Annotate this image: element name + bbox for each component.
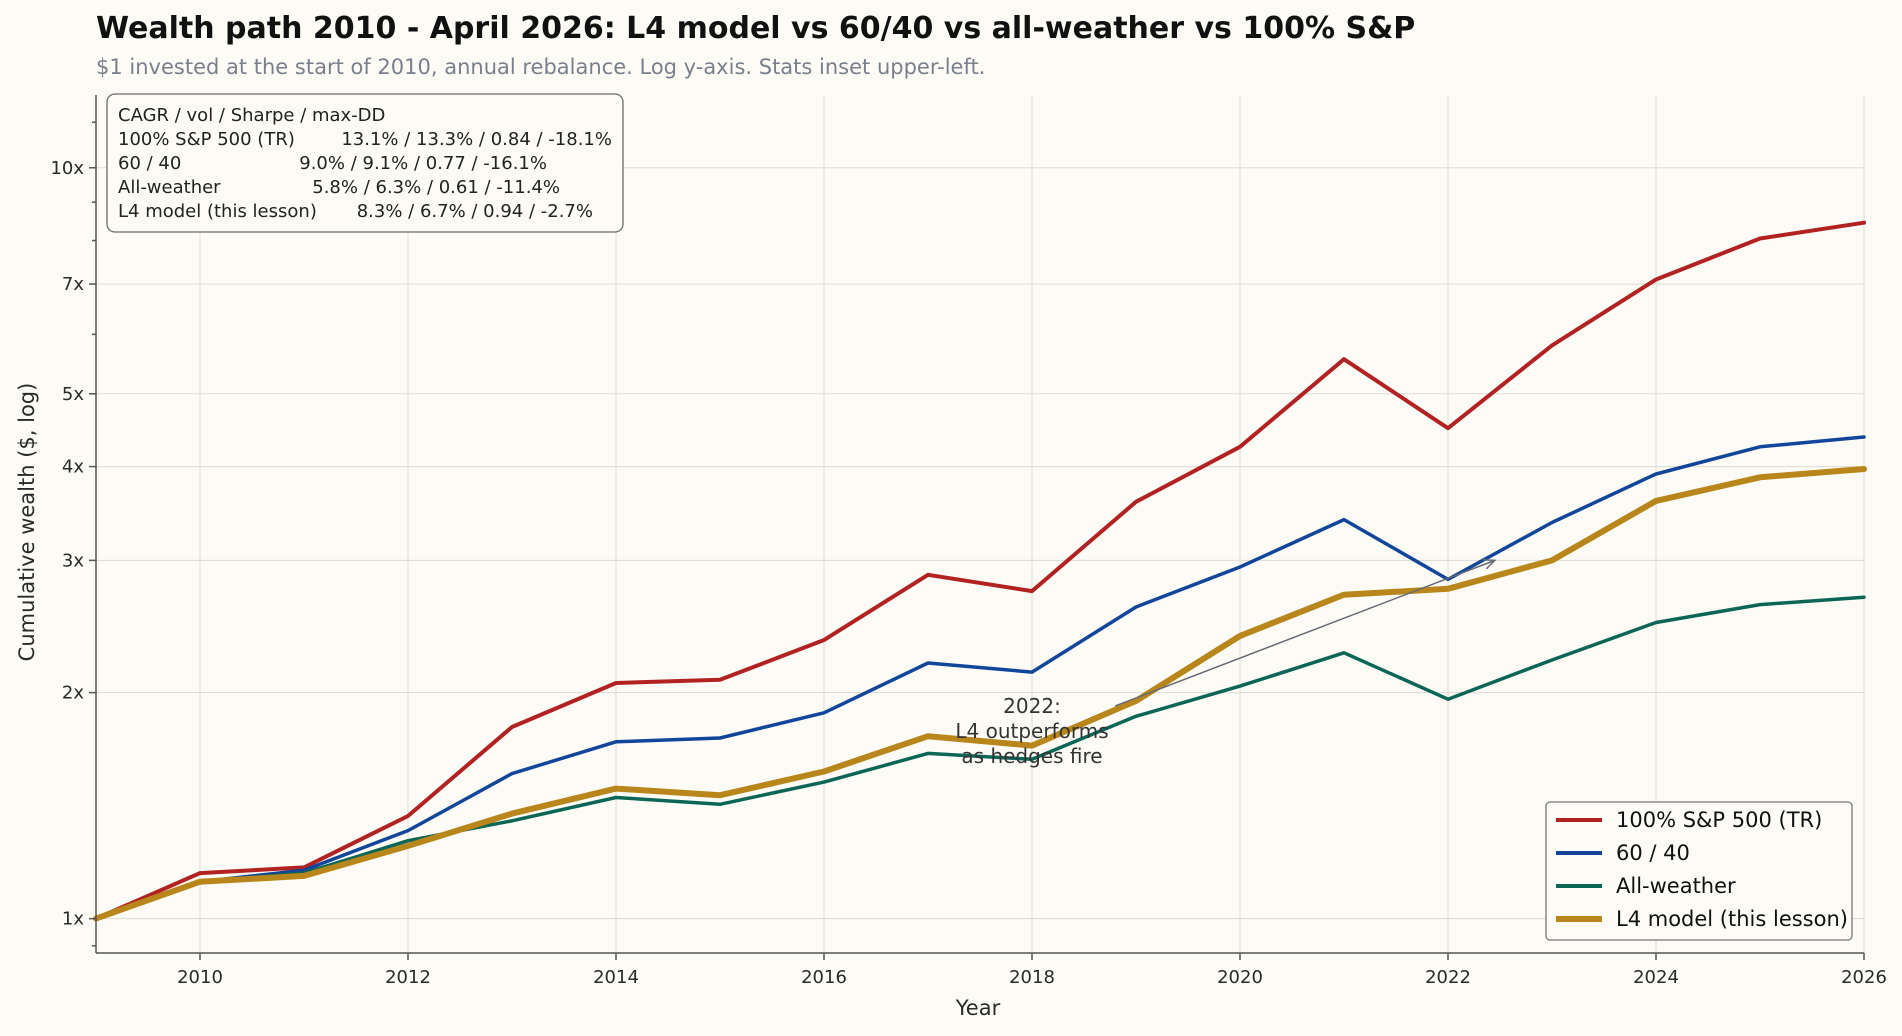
annotation: 2022: L4 outperforms as hedges fire <box>955 558 1497 768</box>
annotation-line: L4 outperforms <box>955 719 1108 743</box>
stats-row-values: 13.1% / 13.3% / 0.84 / -18.1% <box>341 129 612 150</box>
x-tick-label: 2022 <box>1425 967 1471 988</box>
annotation-text: 2022: L4 outperforms as hedges fire <box>955 694 1108 768</box>
x-tick-label: 2026 <box>1841 967 1887 988</box>
legend-label: All-weather <box>1616 874 1736 898</box>
chart-subtitle: $1 invested at the start of 2010, annual… <box>96 55 985 79</box>
stats-row-name: L4 model (this lesson) <box>118 201 317 222</box>
legend: 100% S&P 500 (TR) 60 / 40 All-weather L4 mo… <box>1545 801 1853 941</box>
x-tick-label: 2024 <box>1633 967 1679 988</box>
y-axis-label: Cumulative wealth ($, log) <box>15 383 39 662</box>
legend-label: L4 model (this lesson) <box>1616 907 1848 931</box>
stats-row-name: All-weather <box>118 177 221 198</box>
y-tick-label: 3x <box>62 550 84 571</box>
series-lines <box>93 220 1867 922</box>
y-tick-label: 5x <box>62 384 84 405</box>
stats-inset-box <box>106 93 624 233</box>
legend-box <box>1545 801 1853 941</box>
x-tick-label: 2012 <box>385 967 431 988</box>
y-tick-label: 7x <box>62 274 84 295</box>
axes: 2010 2012 2014 2016 2018 2020 2022 2024 2026 1x 2x… <box>50 95 1887 988</box>
stats-row-name: 60 / 40 <box>118 153 181 174</box>
series-line-2 <box>94 435 1866 921</box>
stats-row-values: 9.0% / 9.1% / 0.77 / -16.1% <box>299 153 547 174</box>
chart-title: Wealth path 2010 - April 2026: L4 model … <box>96 11 1415 46</box>
stats-row-name: 100% S&P 500 (TR) <box>118 129 295 150</box>
x-tick-label: 2016 <box>801 967 847 988</box>
x-tick-label: 2014 <box>593 967 639 988</box>
annotation-arrowhead <box>1482 558 1497 570</box>
series-line-3 <box>94 595 1866 921</box>
series-line-4 <box>93 466 1867 922</box>
y-tick-label: 1x <box>62 909 84 930</box>
annotation-arrow <box>1114 559 1496 707</box>
y-tick-label: 4x <box>62 457 84 478</box>
series-line-1 <box>94 220 1866 921</box>
x-tick-label: 2020 <box>1217 967 1263 988</box>
annotation-line: as hedges fire <box>961 744 1102 768</box>
y-tick-label: 10x <box>50 158 84 179</box>
x-axis-label: Year <box>955 996 1001 1020</box>
legend-label: 100% S&P 500 (TR) <box>1616 808 1822 832</box>
stats-inset: CAGR / vol / Sharpe / max-DD 100% S&P 500… <box>106 93 624 233</box>
y-tick-label: 2x <box>62 683 84 704</box>
annotation-line: 2022: <box>1003 694 1061 718</box>
stats-row-values: 8.3% / 6.7% / 0.94 / -2.7% <box>357 201 593 222</box>
stats-inset-header: CAGR / vol / Sharpe / max-DD <box>118 105 385 126</box>
stats-row-values: 5.8% / 6.3% / 0.61 / -11.4% <box>312 177 560 198</box>
x-tick-label: 2010 <box>177 967 223 988</box>
legend-label: 60 / 40 <box>1616 841 1690 865</box>
x-tick-label: 2018 <box>1009 967 1055 988</box>
